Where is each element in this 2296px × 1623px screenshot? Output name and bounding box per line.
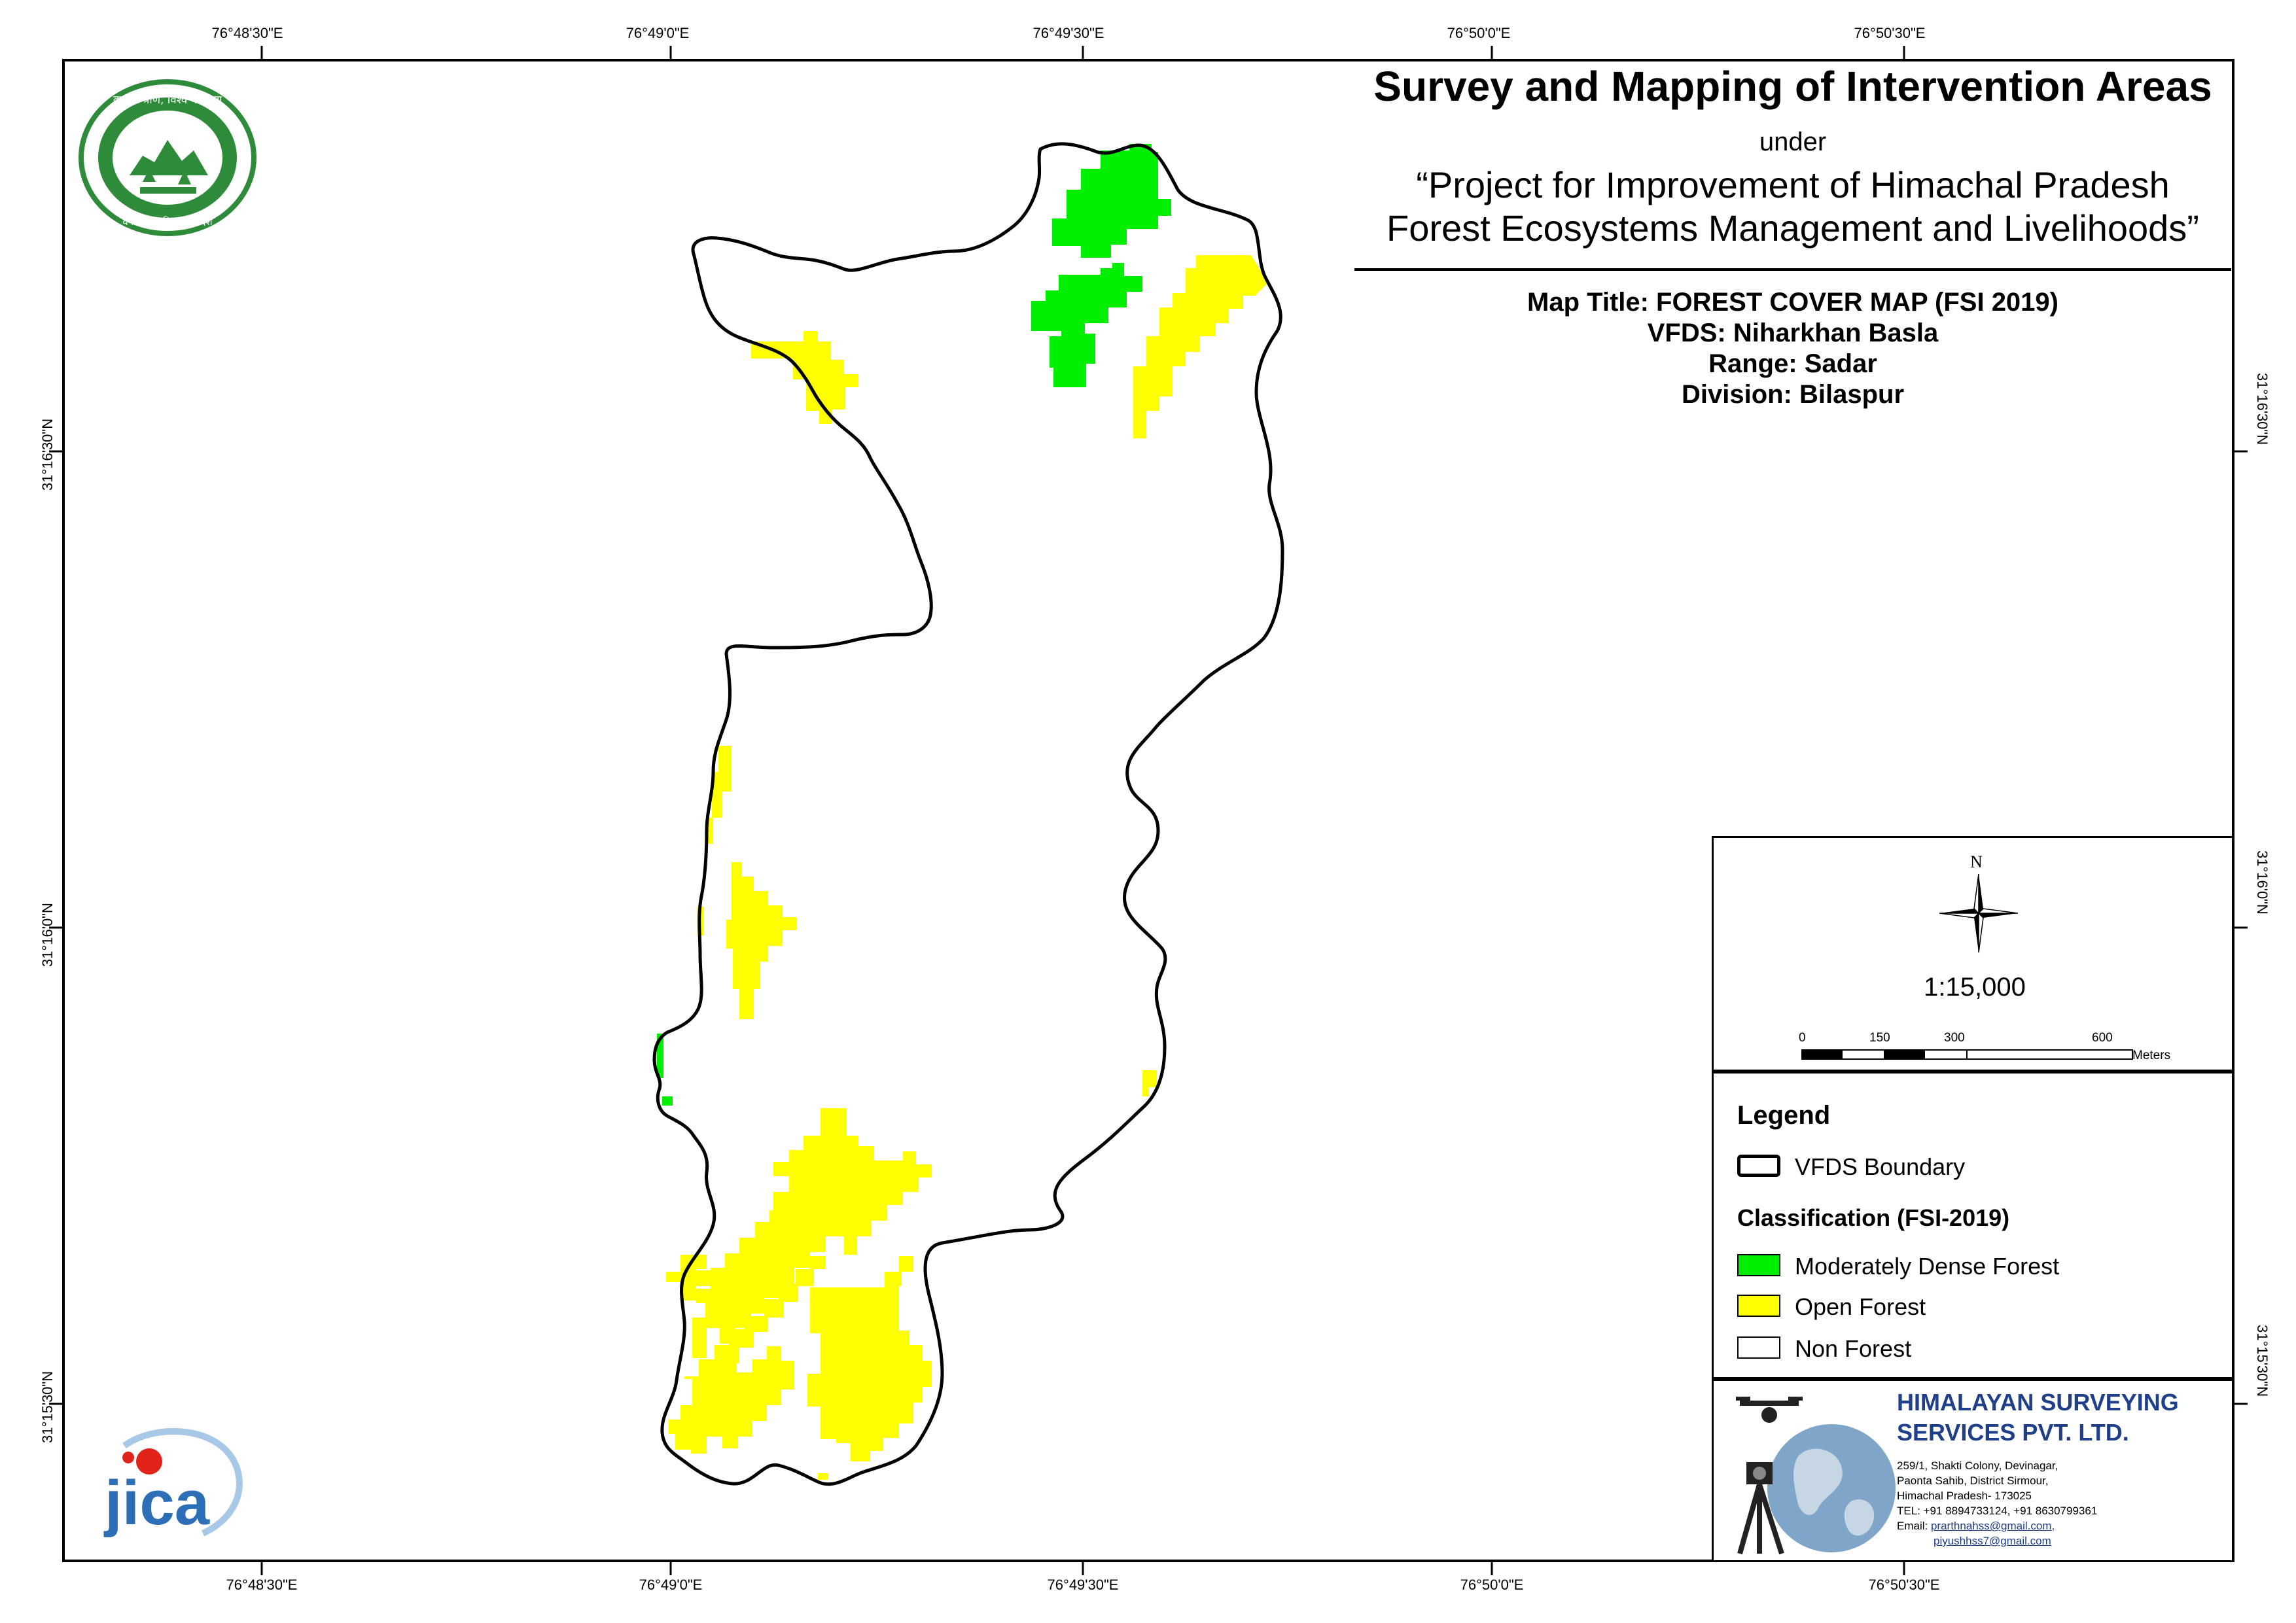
company-email-1[interactable]: prarthnahss@gmail.com, [1930,1520,2055,1532]
company-name: HIMALAYAN SURVEYING SERVICES PVT. LTD. [1897,1387,2179,1448]
moderately-dense-patch [1052,144,1171,258]
open-forest-patch [707,746,732,844]
scale-unit: Meters [2132,1049,2171,1062]
north-label: N [1970,852,1983,871]
scale-tick-150: 150 [1869,1031,1890,1045]
company-name-line2: SERVICES PVT. LTD. [1897,1419,2129,1446]
title-project-line2: Forest Ecosystems Management and Livelih… [1386,207,2199,249]
scale-tick-600: 600 [2092,1031,2113,1045]
company-name-line1: HIMALAYAN SURVEYING [1897,1389,2179,1416]
company-address-line3: Himachal Pradesh- 173025 [1897,1490,2032,1502]
company-address: 259/1, Shakti Colony, Devinagar, Paonta … [1897,1458,2097,1548]
graticule-top-5: 76°50'30"E [1854,25,1926,41]
graticule-ticks [49,46,2248,1575]
graticule-top-1: 76°48'30"E [211,25,283,41]
moderately-dense-patch [662,1096,673,1106]
title-project-line1: “Project for Improvement of Himachal Pra… [1416,164,2170,205]
graticule-top-2: 76°49'0"E [626,25,690,41]
graticule-bottom-3: 76°49'30"E [1047,1577,1119,1593]
open-forest-patch [726,862,797,1019]
vfds-name: VFDS: Niharkhan Basla [1647,319,1939,347]
map-frame [62,59,2234,1562]
legend-swatch-open-forest [1737,1295,1780,1317]
legend-label-open-forest: Open Forest [1795,1293,1926,1320]
jica-logo: jica [103,1428,243,1538]
open-forest-patch [818,1473,828,1480]
graticule-bottom-4: 76°50'0"E [1460,1577,1524,1593]
hp-logo-text-top: वन श्री त्राण, विश्व कल्याण [113,93,222,107]
north-scale-panel: N 1:15,000 0 150 300 600 Meters [1712,836,2234,1072]
hp-logo-text-bottom: वन विभाग हिमाचल प्रदेश [122,216,213,228]
map-title: Map Title: FOREST COVER MAP (FSI 2019) [1527,288,2058,317]
graticule-bottom-1: 76°48'30"E [226,1577,298,1593]
legend-classification-title: Classification (FSI-2019) [1737,1204,2010,1231]
graticule-bottom-5: 76°50'30"E [1868,1577,1940,1593]
graticule-bottom-2: 76°49'0"E [639,1577,703,1593]
open-forest-patch [1133,255,1268,438]
legend-panel: Legend VFDS Boundary Classification (FSI… [1712,1072,2234,1379]
moderately-dense-patch [1031,263,1142,387]
title-divider [1354,268,2231,271]
open-forest-patch [807,1256,932,1461]
vfds-boundary [652,142,1284,1486]
company-panel: HIMALAYAN SURVEYING SERVICES PVT. LTD. 2… [1712,1379,2234,1562]
title-main: Survey and Mapping of Intervention Areas [1373,63,2212,110]
legend-swatch-non-forest [1737,1336,1780,1359]
legend-label-boundary: VFDS Boundary [1795,1153,1966,1180]
open-forest-patch [684,1256,826,1393]
range-name: Range: Sadar [1708,349,1877,378]
legend-swatch-moderately-dense [1737,1254,1780,1276]
surveyor-globe-icon [1736,1397,1896,1555]
scale-bar [1801,1049,2133,1060]
company-address-line2: Paonta Sahib, District Sirmour, [1897,1475,2049,1487]
jica-text: jica [103,1468,210,1538]
open-forest-patch [1142,1070,1157,1096]
legend-swatch-boundary [1737,1155,1780,1177]
open-forest-patch [680,1255,707,1283]
company-email-label: Email: [1897,1520,1928,1532]
company-phone: TEL: +91 8894733124, +91 8630799361 [1897,1505,2098,1517]
graticule-top-3: 76°49'30"E [1033,25,1104,41]
open-forest-patch [666,1108,932,1358]
company-email-2[interactable]: piyushhss7@gmail.com [1934,1535,2051,1547]
company-address-line1: 259/1, Shakti Colony, Devinagar, [1897,1459,2058,1472]
open-forest-patches [666,255,1268,1480]
graticule-top-4: 76°50'0"E [1447,25,1511,41]
legend-label-non-forest: Non Forest [1795,1335,1912,1362]
scale-tick-0: 0 [1799,1031,1806,1045]
title-under: under [1759,128,1827,156]
legend-label-moderately-dense: Moderately Dense Forest [1795,1253,2060,1280]
scale-tick-300: 300 [1944,1031,1965,1045]
hp-forest-logo: वन श्री त्राण, विश्व कल्याण वन विभाग हिम… [79,79,256,236]
division-name: Division: Bilaspur [1681,380,1905,409]
open-forest-patch [669,1346,794,1454]
legend-title: Legend [1737,1101,1831,1130]
title-project: “Project for Improvement of Himachal Pra… [1354,164,2231,250]
north-arrow-icon [1939,873,2019,953]
scale-ratio: 1:15,000 [1924,973,2026,1002]
